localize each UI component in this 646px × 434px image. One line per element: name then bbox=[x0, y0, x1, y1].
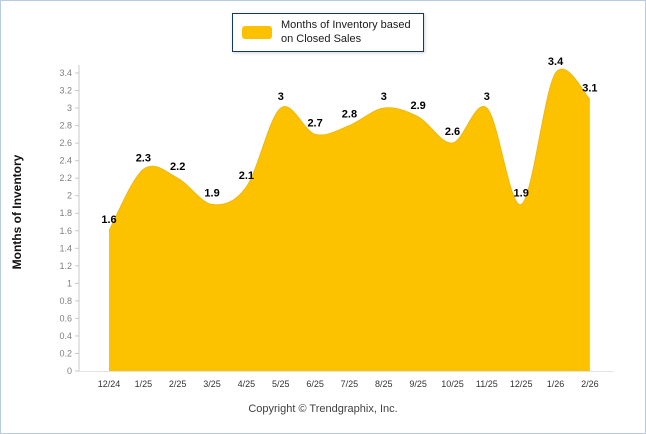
y-tick-label: 2.4 bbox=[59, 156, 72, 166]
area-series-edge bbox=[108, 68, 591, 232]
y-tick-label: 0.2 bbox=[59, 348, 72, 358]
copyright-text: Copyright © Trendgraphix, Inc. bbox=[248, 403, 398, 415]
data-label: 2.9 bbox=[411, 100, 426, 112]
x-axis-label: 9/25 bbox=[409, 379, 427, 389]
x-axis-label: 1/25 bbox=[135, 379, 153, 389]
x-axis-label: 7/25 bbox=[341, 379, 359, 389]
y-tick-label: 2 bbox=[67, 191, 72, 201]
y-tick-label: 3 bbox=[67, 103, 72, 113]
y-tick-label: 1.8 bbox=[59, 208, 72, 218]
x-axis-label: 8/25 bbox=[375, 379, 393, 389]
data-label: 2.7 bbox=[307, 117, 322, 129]
y-tick-label: 2.6 bbox=[59, 138, 72, 148]
y-tick-label: 0.6 bbox=[59, 313, 72, 323]
data-label: 3 bbox=[278, 91, 284, 103]
x-axis-label: 10/25 bbox=[441, 379, 464, 389]
x-axis-label: 2/26 bbox=[581, 379, 599, 389]
data-label: 3 bbox=[381, 91, 387, 103]
x-axis-label: 2/25 bbox=[169, 379, 187, 389]
area-chart: 0 0.2 0.4 0.6 0.8 1 1.2 1.4 1.6 1.8 2 2.2 2.4 2.6 2.8 3… bbox=[59, 56, 613, 389]
x-axis-label: 5/25 bbox=[272, 379, 290, 389]
legend-label-line2: on Closed Sales bbox=[281, 33, 362, 46]
y-tick-label: 1 bbox=[67, 278, 72, 288]
area-series bbox=[109, 69, 590, 372]
data-label: 2.1 bbox=[239, 170, 254, 182]
y-tick-label: 0.8 bbox=[59, 296, 72, 306]
x-axis-label: 12/24 bbox=[98, 379, 121, 389]
data-label: 2.8 bbox=[342, 109, 357, 121]
y-tick-label: 2.8 bbox=[59, 121, 72, 131]
y-tick-label: 3.4 bbox=[59, 68, 72, 78]
x-axis-label: 11/25 bbox=[476, 379, 498, 389]
data-label: 2.2 bbox=[170, 161, 185, 173]
legend: Months of Inventory based on Closed Sale… bbox=[232, 13, 424, 52]
data-label: 2.6 bbox=[445, 126, 460, 138]
y-tick-label: 3.2 bbox=[59, 86, 72, 96]
y-tick-label: 2.2 bbox=[59, 173, 72, 183]
x-axis-label: 6/25 bbox=[306, 379, 324, 389]
data-label: 1.9 bbox=[514, 187, 529, 199]
legend-label: Months of Inventory based on Closed Sale… bbox=[281, 18, 411, 47]
data-label: 2.3 bbox=[136, 152, 151, 164]
y-tick-label: 1.2 bbox=[59, 261, 72, 271]
x-axis-label: 4/25 bbox=[238, 379, 256, 389]
data-label: 1.6 bbox=[101, 214, 116, 226]
y-tick-label: 1.4 bbox=[59, 243, 72, 253]
data-label: 3.4 bbox=[548, 56, 564, 68]
x-axis-label: 3/25 bbox=[203, 379, 221, 389]
legend-swatch-icon bbox=[242, 25, 272, 39]
data-label: 3 bbox=[484, 91, 490, 103]
y-tick-label: 0.4 bbox=[59, 331, 72, 341]
x-axis-label: 1/26 bbox=[547, 379, 565, 389]
y-tick-label: 0 bbox=[67, 366, 72, 376]
data-label: 1.9 bbox=[204, 187, 219, 199]
legend-label-line1: Months of Inventory based bbox=[281, 19, 411, 31]
data-label: 3.1 bbox=[582, 82, 597, 94]
y-tick-label: 1.6 bbox=[59, 226, 72, 236]
x-axis-label: 12/25 bbox=[510, 379, 533, 389]
